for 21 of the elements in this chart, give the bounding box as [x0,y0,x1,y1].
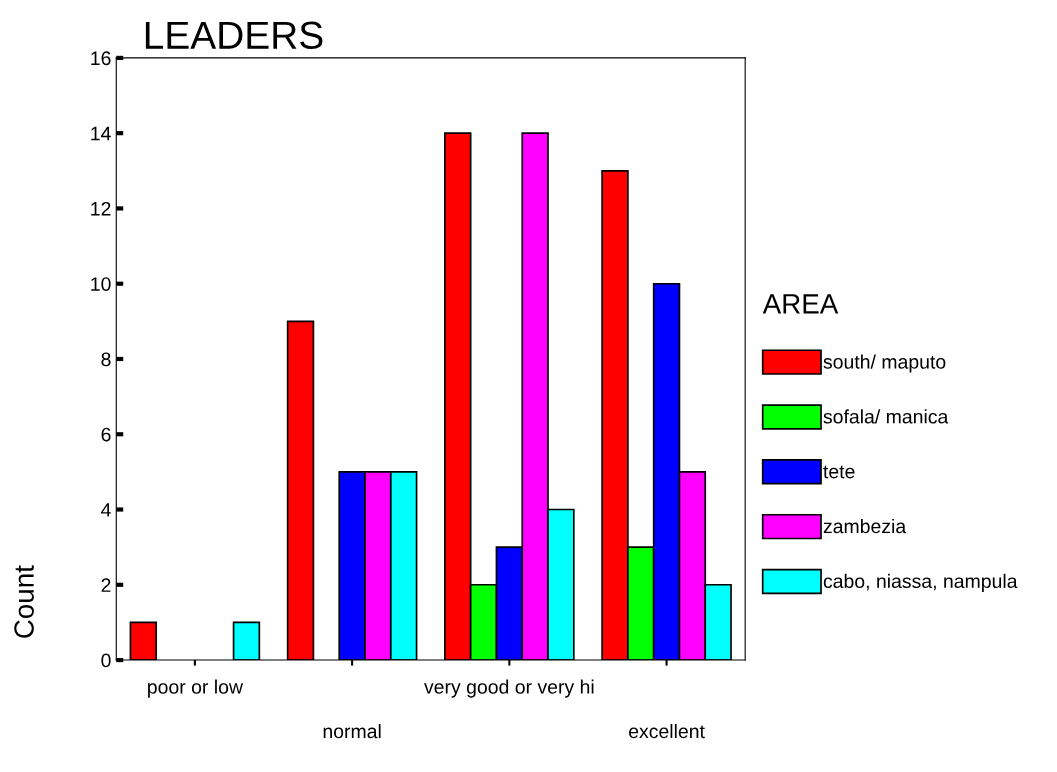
legend-title: AREA [762,294,839,314]
legend-label: zambezia [823,518,907,534]
legend-label: tete [823,465,855,479]
chart-title: LEADERS [145,21,323,50]
y-axis-title: Count [14,565,34,638]
x-tick-label: poor or low [148,679,244,698]
y-tick-label: 16 [91,51,111,66]
y-tick-label: 12 [91,201,111,216]
y-tick-label: 4 [101,503,111,517]
legend-label: sofala/ manica [823,409,949,424]
y-tick-label: 2 [101,578,111,592]
x-tick-label: very good or very hi [424,679,594,698]
y-tick-label: 0 [101,653,111,668]
x-tick-label: normal [323,723,381,739]
y-tick-label: 8 [101,352,111,367]
x-tick-label: excellent [629,723,705,739]
legend-label: cabo, niassa, nampula [823,573,1018,592]
legend-label: south/ maputo [823,354,946,373]
y-tick-label: 10 [91,277,111,291]
y-tick-label: 14 [91,126,111,141]
y-tick-label: 6 [101,427,111,442]
